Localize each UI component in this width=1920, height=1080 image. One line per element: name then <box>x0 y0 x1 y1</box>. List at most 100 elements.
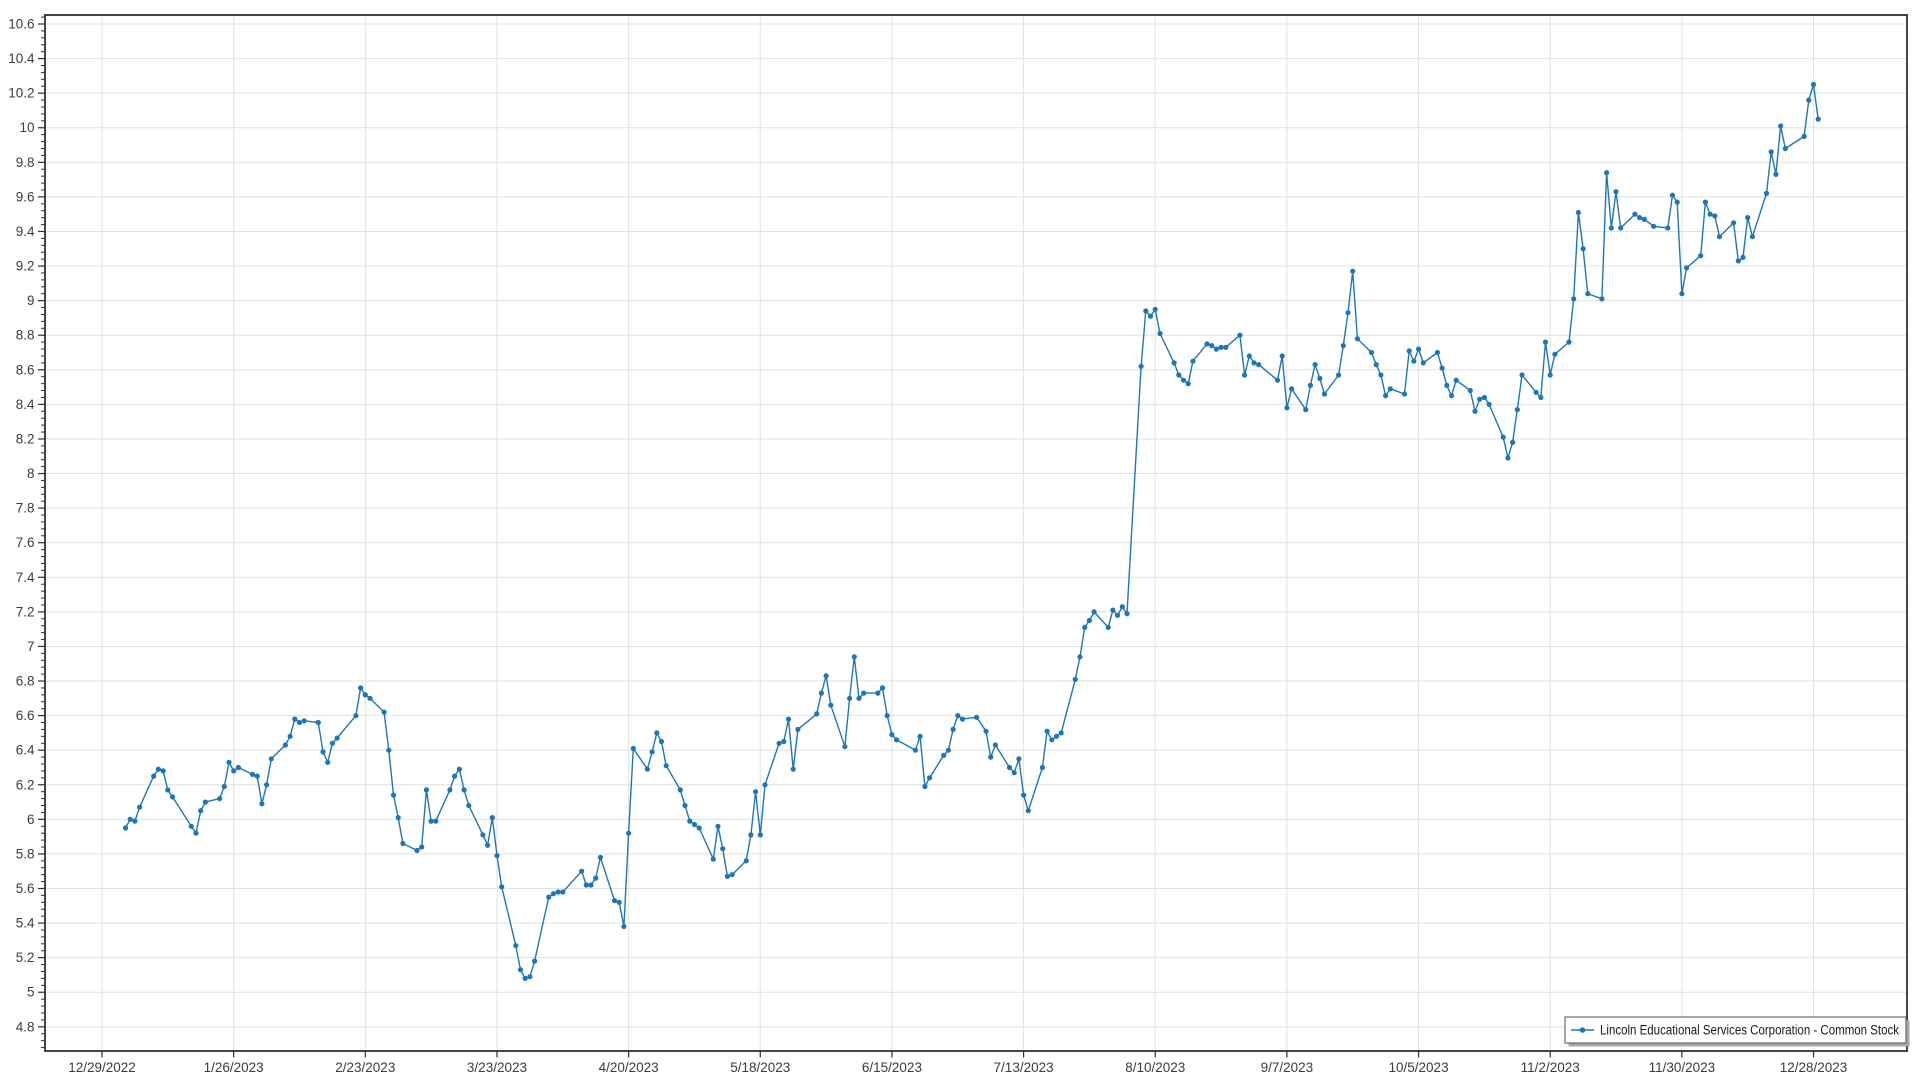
data-point <box>1110 607 1116 613</box>
data-point <box>992 742 999 748</box>
data-point <box>1171 360 1177 366</box>
y-tick-label: 8 <box>27 466 35 481</box>
data-point <box>532 958 538 964</box>
data-point <box>155 766 161 772</box>
data-point <box>1143 308 1149 314</box>
x-tick-label: 11/30/2023 <box>1649 1060 1716 1075</box>
data-point <box>414 847 420 854</box>
data-point <box>1486 401 1492 407</box>
data-point <box>1345 310 1351 316</box>
legend[interactable]: Lincoln Educational Services Corporation… <box>1564 1016 1910 1047</box>
data-point <box>1373 362 1379 368</box>
data-point <box>1552 351 1558 357</box>
x-tick-label: 5/18/2023 <box>730 1060 790 1075</box>
data-point <box>452 773 458 779</box>
data-point <box>1806 97 1812 103</box>
data-point <box>1406 348 1412 354</box>
data-point <box>456 766 462 772</box>
data-point <box>828 702 834 708</box>
data-point <box>1152 306 1158 312</box>
data-point <box>1510 439 1516 445</box>
y-tick-label: 9.8 <box>16 155 35 170</box>
data-point <box>1439 365 1445 371</box>
y-tick-label: 7.6 <box>16 535 35 550</box>
data-point <box>945 747 952 753</box>
data-point <box>1411 358 1417 364</box>
data-point <box>527 974 533 980</box>
data-point <box>1542 339 1549 345</box>
data-point <box>1072 676 1078 682</box>
data-point <box>1684 265 1690 271</box>
data-point <box>522 975 528 982</box>
data-point <box>795 726 801 733</box>
data-point <box>1213 346 1219 352</box>
data-point <box>1350 268 1356 274</box>
data-point <box>1185 381 1191 387</box>
data-point <box>400 840 406 847</box>
data-point <box>1091 609 1097 615</box>
data-point <box>988 754 994 760</box>
data-point <box>818 690 825 696</box>
data-point <box>292 716 298 722</box>
data-point <box>428 818 434 824</box>
y-tick-label: 9.2 <box>16 259 35 274</box>
data-point <box>1011 770 1017 776</box>
data-point <box>941 752 947 759</box>
y-tick-label: 7 <box>27 639 35 654</box>
y-tick-label: 7.8 <box>16 501 35 516</box>
data-point <box>198 808 204 814</box>
data-point <box>301 718 307 724</box>
data-point <box>922 783 928 790</box>
data-point <box>1317 375 1323 381</box>
data-point <box>1538 394 1544 401</box>
x-tick-label: 1/26/2023 <box>204 1060 264 1075</box>
data-point <box>320 749 326 755</box>
data-point <box>1604 170 1610 176</box>
x-tick-label: 4/20/2023 <box>599 1060 659 1075</box>
data-point <box>1336 372 1342 378</box>
data-point <box>466 802 472 809</box>
data-point <box>1147 313 1154 319</box>
data-point <box>137 804 143 810</box>
data-point <box>423 787 429 793</box>
data-point <box>1157 330 1163 337</box>
data-point <box>419 844 425 850</box>
data-point <box>1519 372 1525 378</box>
data-point <box>353 713 359 719</box>
data-point <box>1401 391 1408 397</box>
data-point <box>169 794 176 800</box>
data-point <box>193 830 199 836</box>
data-point <box>1251 360 1257 366</box>
data-point <box>1500 434 1506 440</box>
data-point <box>188 823 194 829</box>
data-point <box>1006 764 1013 771</box>
data-point <box>1505 455 1511 461</box>
data-point <box>781 738 787 745</box>
y-tick-label: 6.8 <box>16 674 35 689</box>
data-point <box>127 816 133 822</box>
data-point <box>1651 223 1657 229</box>
data-point <box>1354 336 1360 342</box>
y-tick-label: 9.4 <box>16 224 35 239</box>
data-point <box>1477 396 1483 402</box>
data-point <box>1387 386 1393 392</box>
data-point <box>894 737 900 743</box>
data-point <box>1665 225 1671 231</box>
data-point <box>550 891 557 897</box>
data-point <box>1368 349 1375 356</box>
data-point <box>1209 343 1215 349</box>
data-point <box>1749 234 1755 240</box>
data-point <box>489 815 495 821</box>
data-point <box>1115 612 1121 618</box>
data-point <box>1340 343 1346 349</box>
data-point <box>814 711 820 717</box>
data-point <box>480 832 486 838</box>
data-point <box>682 802 688 809</box>
y-tick-label: 6.6 <box>16 708 35 723</box>
data-point <box>1731 220 1737 226</box>
data-point <box>983 728 989 734</box>
data-point <box>390 792 397 798</box>
data-point <box>715 823 721 829</box>
data-point <box>691 821 698 828</box>
